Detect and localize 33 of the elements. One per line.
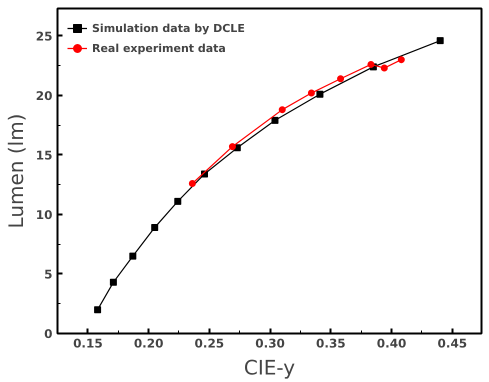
x-tick-label: 0.15 <box>73 336 103 350</box>
x-tick-label: 0.35 <box>316 336 346 350</box>
y-tick-label: 5 <box>44 267 53 282</box>
point <box>337 75 344 82</box>
point <box>151 224 158 232</box>
point <box>316 90 324 98</box>
y-axis-title: Lumen (lm) <box>4 114 28 228</box>
point <box>110 278 117 286</box>
point <box>271 116 278 124</box>
y-tick-label: 25 <box>36 29 53 44</box>
y-tick-label: 15 <box>36 148 53 162</box>
point <box>380 64 388 72</box>
x-tick-label: 0.20 <box>134 336 164 350</box>
point <box>228 143 236 150</box>
point <box>398 56 405 64</box>
x-tick-label: 0.30 <box>255 336 285 350</box>
y-tick-label: 10 <box>36 208 53 222</box>
point <box>367 60 374 68</box>
x-tick-label: 0.45 <box>438 336 468 350</box>
point <box>308 90 315 97</box>
x-axis-title: CIE-y <box>244 356 296 380</box>
point <box>94 306 102 314</box>
y-tick-label: 0 <box>44 327 53 341</box>
x-tick-label: 0.40 <box>376 336 406 350</box>
legend-label: Simulation data by DCLE <box>92 22 245 34</box>
point <box>129 252 136 260</box>
point <box>188 180 196 187</box>
x-tick-label: 0.25 <box>194 336 224 350</box>
y-tick-label: 20 <box>36 88 53 103</box>
point <box>278 106 286 114</box>
point <box>436 37 444 44</box>
legend-label: Real experiment data <box>92 42 226 54</box>
point <box>174 198 182 205</box>
